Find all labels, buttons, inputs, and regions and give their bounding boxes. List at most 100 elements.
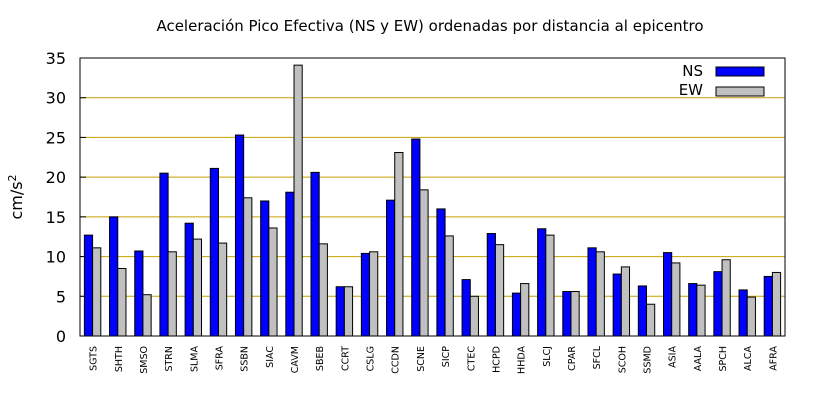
x-tick-label-scne: SCNE xyxy=(416,346,427,372)
bar-ew-cpar xyxy=(570,291,580,337)
y-tick-labels: 0 5 10 15 20 25 30 35 xyxy=(46,49,66,346)
bar-ns-asia xyxy=(662,252,673,337)
x-tick-label-ctec: CTEC xyxy=(466,346,477,371)
bar-ew-sicp xyxy=(444,235,454,337)
bar-ew-cavm xyxy=(293,64,303,337)
y-tick-label-10: 10 xyxy=(46,248,66,267)
bar-ns-sfcl xyxy=(587,247,597,337)
y-axis-label-base: cm/s xyxy=(7,181,26,219)
bar-ns-afra xyxy=(763,275,773,337)
bar-ew-cslg xyxy=(369,251,379,337)
x-tick-label-spch: SPCH xyxy=(718,346,729,372)
y-tick-label-30: 30 xyxy=(46,89,66,108)
bar-ns-spch xyxy=(713,271,723,337)
bar-ew-scoh xyxy=(620,266,631,337)
bar-ew-alca xyxy=(746,296,756,337)
x-tick-label-cslg: CSLG xyxy=(366,346,377,371)
axis-layer xyxy=(79,57,786,337)
x-tick-label-slma: SLMA xyxy=(189,346,200,373)
bar-ns-cavm xyxy=(285,191,295,337)
x-tick-label-ssmd: SSMD xyxy=(643,346,654,374)
x-tick-label-cavm: CAVM xyxy=(290,346,301,373)
x-tick-label-sgts: SGTS xyxy=(89,346,100,371)
bar-ns-sbeb xyxy=(310,171,320,337)
bar-ns-scne xyxy=(411,138,421,337)
bar-ew-sgts xyxy=(92,247,102,337)
bar-ew-sbeb xyxy=(318,243,328,337)
x-tick-label-slcj: SLCJ xyxy=(542,346,553,367)
x-tick-labels: SGTS SHTH SMSO STRN SLMA SFRA SSBN SIAC CAVM SBEB… xyxy=(89,345,780,374)
y-tick-label-5: 5 xyxy=(56,287,66,306)
bar-ns-ssmd xyxy=(637,285,648,337)
bar-ns-slcj xyxy=(537,228,547,337)
x-tick-label-hhda: HHDA xyxy=(517,346,528,374)
bar-ew-ctec xyxy=(469,295,479,337)
bar-ns-cpar xyxy=(562,291,572,337)
bar-ew-asia xyxy=(671,262,681,337)
bar-ew-hhda xyxy=(520,283,530,337)
bar-ns-aala xyxy=(688,283,698,337)
legend-label-ew: EW xyxy=(679,81,703,99)
bar-ew-sfcl xyxy=(595,251,605,337)
bar-ns-ctec xyxy=(461,279,471,337)
y-tick-label-20: 20 xyxy=(46,168,66,187)
x-tick-label-afra: AFRA xyxy=(768,346,779,371)
x-tick-label-sfcl: SFCL xyxy=(592,345,603,369)
bar-ew-ccdn xyxy=(394,152,404,337)
bar-ns-shth xyxy=(109,216,119,337)
bar-ew-shth xyxy=(117,267,127,337)
bar-ew-spch xyxy=(721,259,731,337)
y-axis-label-exponent: 2 xyxy=(6,174,19,181)
bar-ew-hcpd xyxy=(494,244,505,337)
y-axis-label: cm/s2 xyxy=(6,174,26,219)
bar-ns-sicp xyxy=(436,208,446,337)
bar-ew-smso xyxy=(142,294,152,337)
bar-ew-ssbn xyxy=(243,197,253,337)
bars-layer xyxy=(83,64,782,337)
legend-label-ns: NS xyxy=(682,62,703,80)
bar-ew-strn xyxy=(167,251,177,337)
x-tick-label-sbeb: SBEB xyxy=(315,346,326,371)
bar-ew-ssmd xyxy=(646,303,656,337)
x-tick-label-cpar: CPAR xyxy=(567,346,578,371)
x-tick-label-ccdn: CCDN xyxy=(391,346,402,374)
bar-ns-sfra xyxy=(209,167,219,337)
bar-ns-hcpd xyxy=(486,233,496,337)
x-tick-label-shth: SHTH xyxy=(114,346,125,372)
x-tick-label-ssbn: SSBN xyxy=(240,346,251,372)
y-tick-label-25: 25 xyxy=(46,128,66,147)
bar-ew-aala xyxy=(696,284,706,337)
bar-ns-alca xyxy=(738,289,748,337)
x-tick-label-hcpd: HCPD xyxy=(491,346,502,373)
x-tick-label-alca: ALCA xyxy=(743,346,754,371)
bar-ns-smso xyxy=(134,250,144,337)
bar-ew-slcj xyxy=(545,234,555,337)
x-tick-label-strn: STRN xyxy=(164,346,175,372)
y-tick-label-15: 15 xyxy=(46,208,66,227)
bar-ns-scoh xyxy=(612,273,622,337)
bar-ns-siac xyxy=(260,200,270,337)
bar-ns-hhda xyxy=(511,292,522,337)
y-tick-label-35: 35 xyxy=(46,49,66,68)
x-tick-label-scoh: SCOH xyxy=(617,346,628,373)
legend: NS EW xyxy=(679,62,765,99)
chart-title: Aceleración Pico Efectiva (NS y EW) orde… xyxy=(156,17,703,35)
bar-ew-ccrt xyxy=(343,286,354,337)
bar-ew-scne xyxy=(419,189,429,337)
bar-ns-ccrt xyxy=(335,286,345,337)
bar-ns-ccdn xyxy=(386,199,396,337)
x-tick-label-smso: SMSO xyxy=(139,346,150,374)
x-tick-label-aala: AALA xyxy=(693,346,704,372)
legend-swatch-ns xyxy=(715,66,765,77)
plot-frame xyxy=(79,57,786,337)
legend-swatch-ew xyxy=(715,86,765,97)
bar-ew-afra xyxy=(771,271,782,337)
bar-ew-sfra xyxy=(217,242,228,337)
bar-ew-slma xyxy=(192,238,203,337)
bar-ns-ssbn xyxy=(234,134,245,337)
bar-ns-cslg xyxy=(360,252,371,337)
x-tick-label-ccrt: CCRT xyxy=(340,346,351,371)
bar-ns-sgts xyxy=(83,234,94,337)
